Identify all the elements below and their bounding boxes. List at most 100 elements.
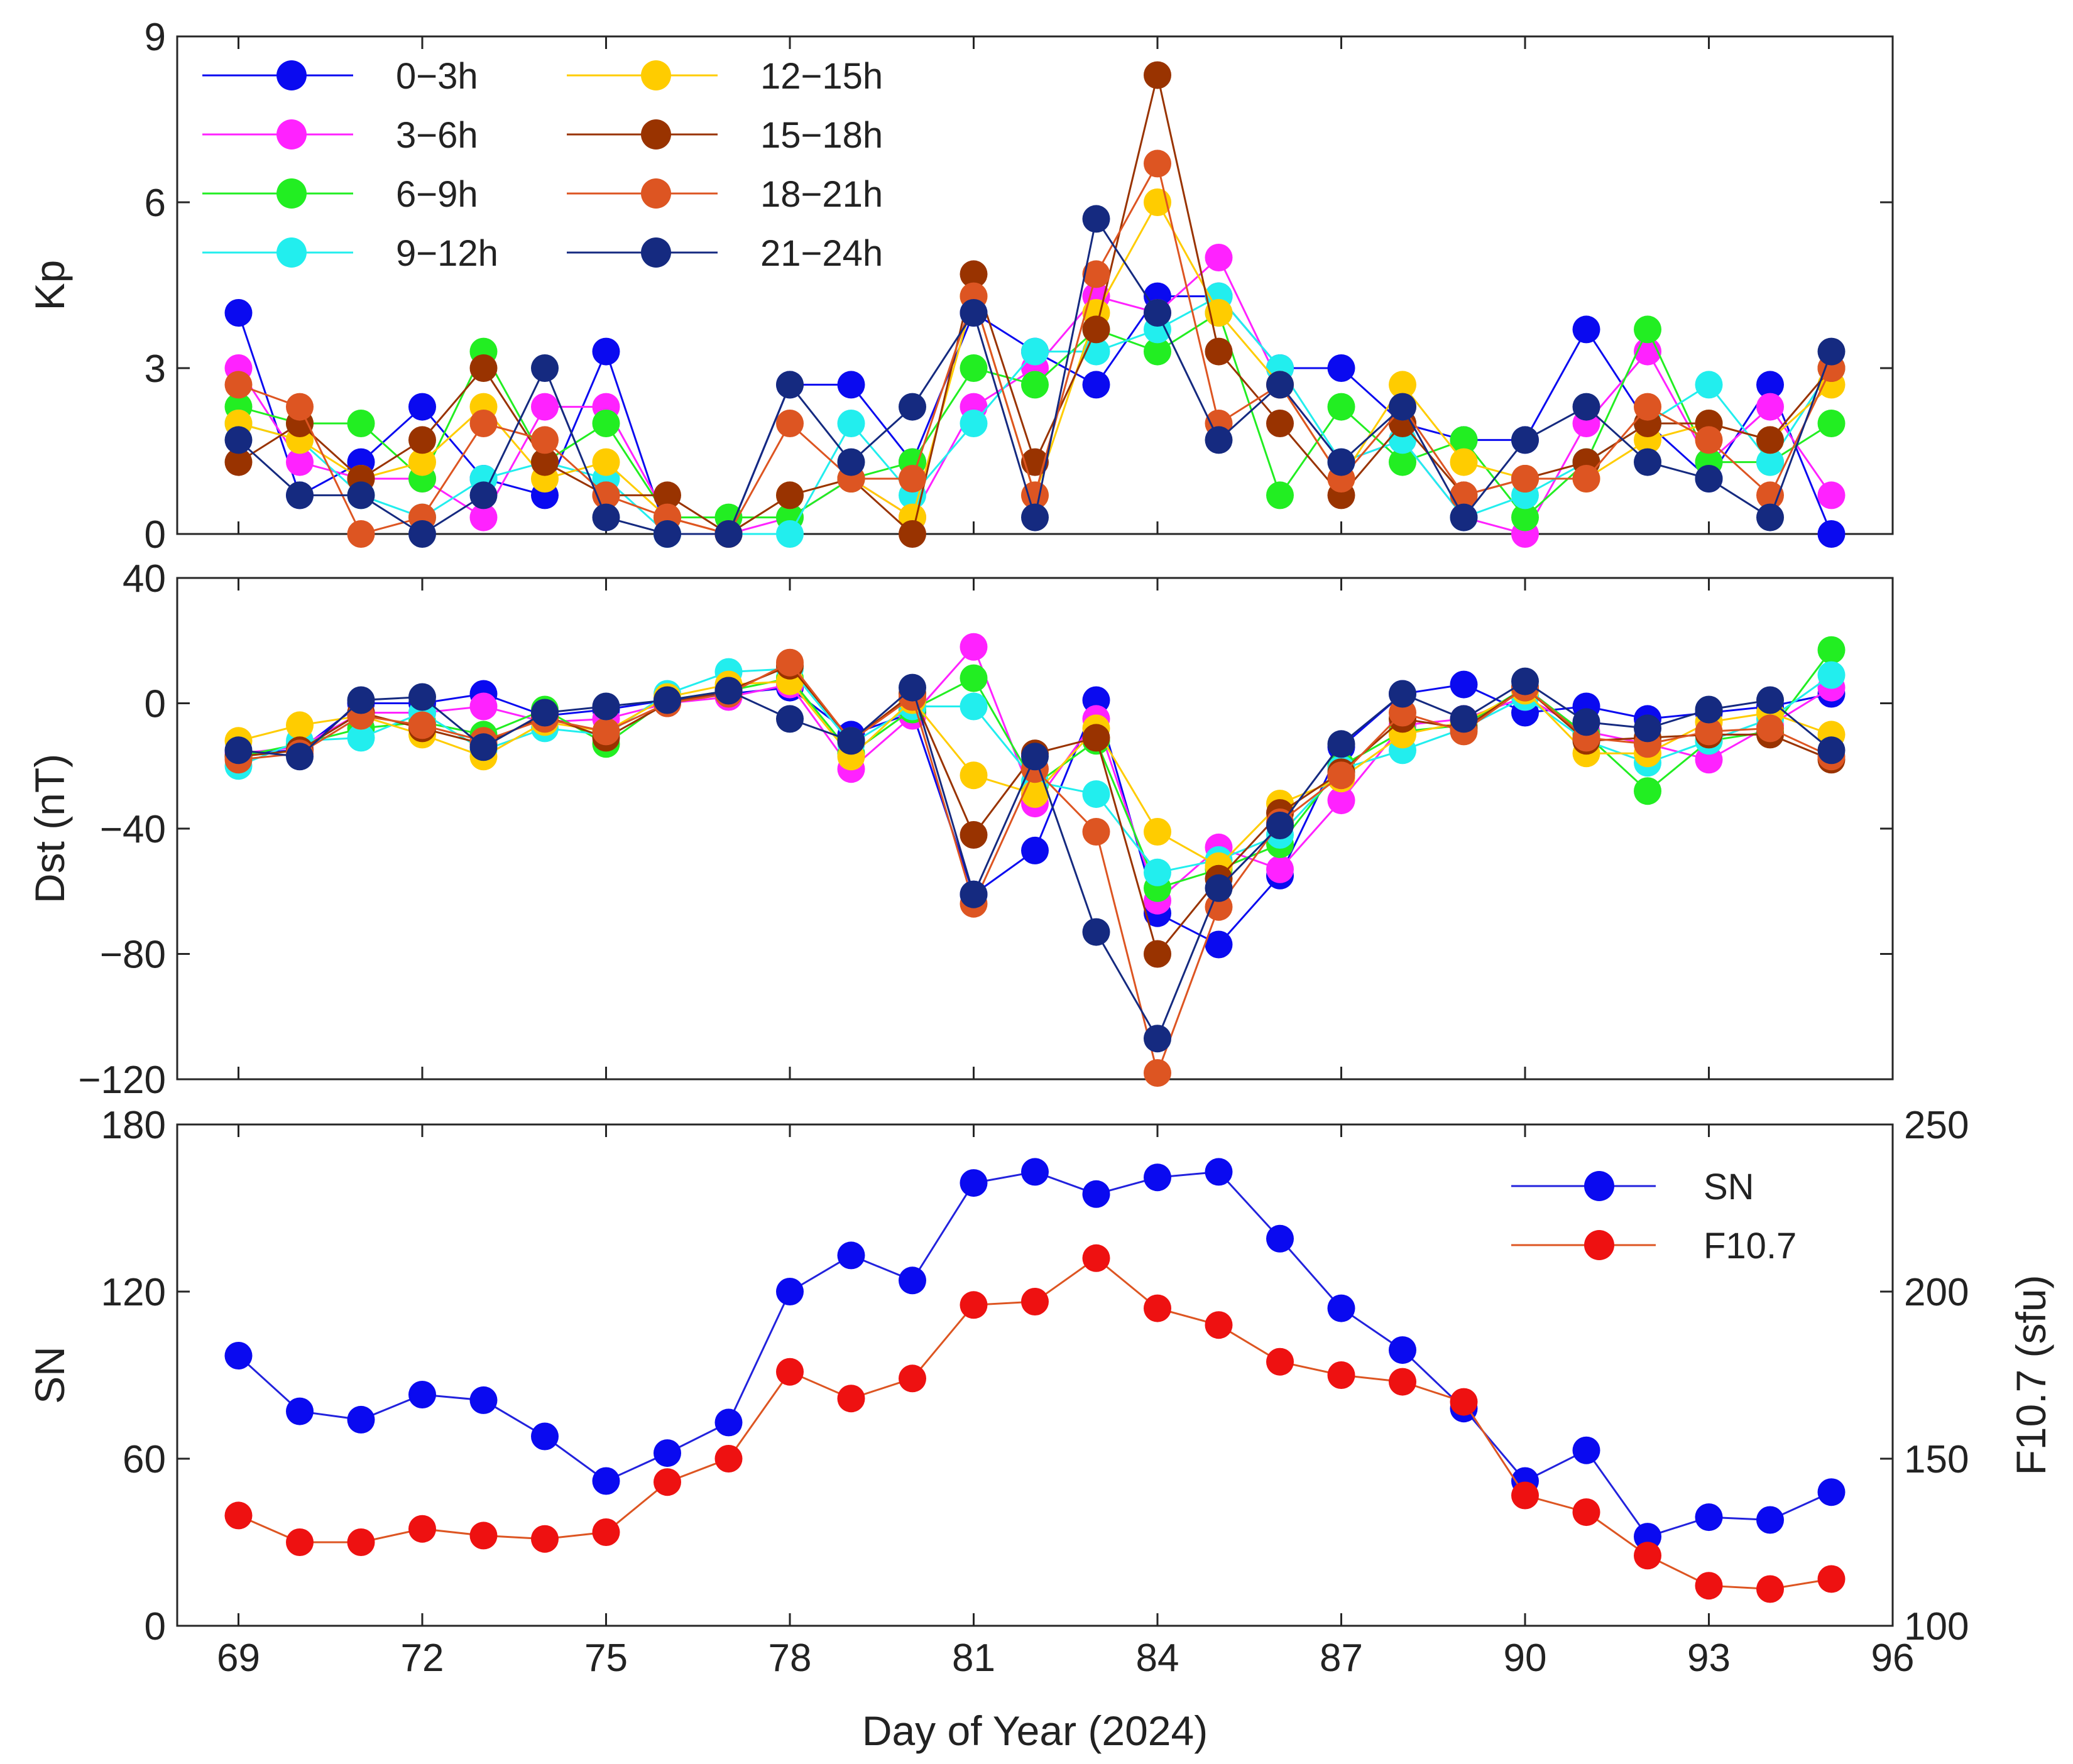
data-point — [1572, 1436, 1600, 1464]
data-point — [1144, 299, 1171, 327]
data-point — [1450, 426, 1478, 454]
data-point — [1450, 448, 1478, 476]
data-point — [1695, 426, 1723, 454]
data-point — [837, 727, 865, 755]
data-point — [1756, 448, 1784, 476]
data-point — [837, 410, 865, 437]
data-point — [1450, 503, 1478, 531]
data-point — [1817, 1478, 1846, 1506]
data-point — [654, 481, 681, 509]
data-point — [1327, 1361, 1355, 1389]
y-axis-label: Dst (nT) — [26, 754, 73, 903]
data-point — [776, 520, 804, 548]
y-tick-label: 0 — [145, 513, 166, 557]
data-point — [960, 1291, 988, 1319]
data-point — [408, 426, 436, 454]
data-point — [1021, 1288, 1049, 1315]
data-point — [347, 481, 375, 509]
data-point — [1082, 1244, 1110, 1272]
data-point — [469, 1386, 498, 1414]
y2-axis-label: F10.7 (sfu) — [2008, 1275, 2054, 1475]
legend: SN F10.7 — [1511, 1167, 1797, 1266]
data-point — [286, 393, 314, 421]
data-point — [1021, 337, 1049, 366]
data-point — [1205, 930, 1233, 959]
data-point — [1695, 1572, 1723, 1600]
data-point — [1082, 260, 1110, 288]
data-point — [1327, 761, 1355, 790]
data-point — [960, 664, 988, 692]
data-point — [469, 692, 498, 721]
data-point — [592, 503, 620, 531]
y-tick-label: −40 — [100, 808, 166, 851]
data-point — [531, 1525, 559, 1553]
data-point — [1021, 780, 1049, 808]
legend-marker — [276, 60, 307, 90]
data-point — [1634, 714, 1661, 743]
data-point — [1572, 1498, 1600, 1527]
data-point — [960, 299, 988, 327]
data-point — [714, 677, 743, 705]
data-point — [1817, 661, 1846, 689]
data-point — [776, 410, 804, 437]
data-point — [286, 1397, 314, 1425]
data-point — [960, 761, 988, 790]
data-point — [1205, 426, 1233, 454]
data-point — [531, 448, 559, 476]
legend-marker — [276, 237, 307, 268]
data-point — [408, 393, 436, 421]
data-point — [347, 1405, 375, 1434]
data-point — [776, 705, 804, 733]
data-point — [654, 520, 681, 548]
y2-tick-label: 100 — [1904, 1605, 1969, 1648]
data-point — [899, 1364, 926, 1393]
data-point — [899, 1266, 926, 1295]
data-point — [1082, 1180, 1110, 1208]
data-point — [1144, 818, 1171, 846]
data-point — [224, 1342, 253, 1369]
data-point — [1205, 299, 1233, 327]
legend-marker — [1584, 1171, 1614, 1201]
data-point — [347, 1528, 375, 1556]
data-point — [592, 1467, 620, 1495]
data-point — [469, 410, 498, 437]
data-point — [960, 692, 988, 721]
legend-marker — [276, 178, 307, 209]
legend-label: F10.7 — [1704, 1226, 1797, 1266]
data-point — [1450, 670, 1478, 699]
data-point — [1511, 667, 1539, 695]
data-point — [1572, 708, 1600, 736]
data-point — [1756, 371, 1784, 399]
data-point — [531, 393, 559, 421]
y-tick-label: 6 — [145, 182, 166, 225]
data-point — [1082, 818, 1110, 846]
data-point — [1205, 244, 1233, 271]
x-tick-label: 69 — [217, 1636, 260, 1680]
y-tick-label: 9 — [145, 16, 166, 59]
data-point — [1634, 1523, 1661, 1551]
data-point — [1144, 337, 1171, 366]
data-point — [531, 354, 559, 382]
legend-label: 18−21h — [760, 174, 883, 215]
data-point — [1389, 1336, 1416, 1364]
data-point — [899, 520, 926, 548]
data-point — [1082, 315, 1110, 344]
data-point — [408, 448, 436, 476]
legend-label: SN — [1704, 1167, 1754, 1207]
data-point — [1266, 1348, 1294, 1376]
data-point — [592, 448, 620, 476]
data-point — [1695, 695, 1723, 724]
y-tick-label: 60 — [123, 1438, 166, 1481]
y-tick-label: −80 — [100, 934, 166, 977]
x-tick-label: 72 — [401, 1636, 444, 1680]
plot-frame — [176, 1123, 1894, 1627]
data-point — [1756, 393, 1784, 421]
panel-sn: 69 72 75 78 81 84 87 90 93 96 0 60 120 180 100 150 200 25… — [26, 1104, 2054, 1754]
plot-frame — [176, 35, 1894, 535]
x-tick-label: 84 — [1136, 1636, 1179, 1680]
data-point — [1511, 465, 1539, 493]
data-point — [1817, 337, 1846, 366]
data-point — [1082, 371, 1110, 399]
data-point — [408, 520, 436, 548]
